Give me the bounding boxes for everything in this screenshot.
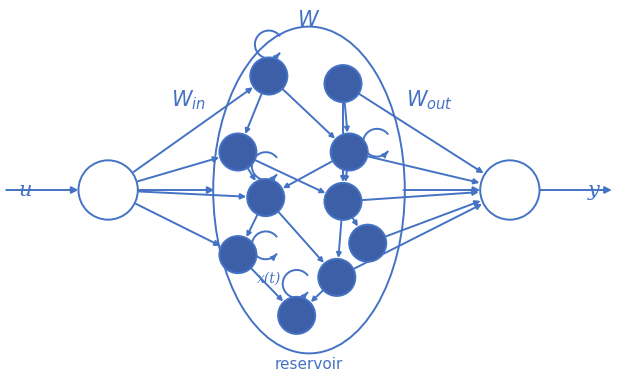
Ellipse shape bbox=[480, 160, 540, 220]
Text: x(t): x(t) bbox=[256, 272, 281, 286]
Text: reservoir: reservoir bbox=[275, 358, 343, 372]
Text: y: y bbox=[588, 180, 599, 200]
Ellipse shape bbox=[78, 160, 138, 220]
Ellipse shape bbox=[219, 236, 256, 273]
Ellipse shape bbox=[324, 65, 362, 102]
Text: $W$: $W$ bbox=[297, 10, 321, 30]
Text: u: u bbox=[19, 180, 32, 200]
Text: $W_{in}$: $W_{in}$ bbox=[171, 89, 206, 112]
Ellipse shape bbox=[278, 297, 315, 334]
Ellipse shape bbox=[349, 225, 386, 262]
Ellipse shape bbox=[324, 183, 362, 220]
Ellipse shape bbox=[250, 57, 287, 95]
Ellipse shape bbox=[219, 133, 256, 171]
Text: $W_{out}$: $W_{out}$ bbox=[406, 89, 453, 112]
Ellipse shape bbox=[331, 133, 368, 171]
Ellipse shape bbox=[318, 259, 355, 296]
Ellipse shape bbox=[247, 179, 284, 216]
